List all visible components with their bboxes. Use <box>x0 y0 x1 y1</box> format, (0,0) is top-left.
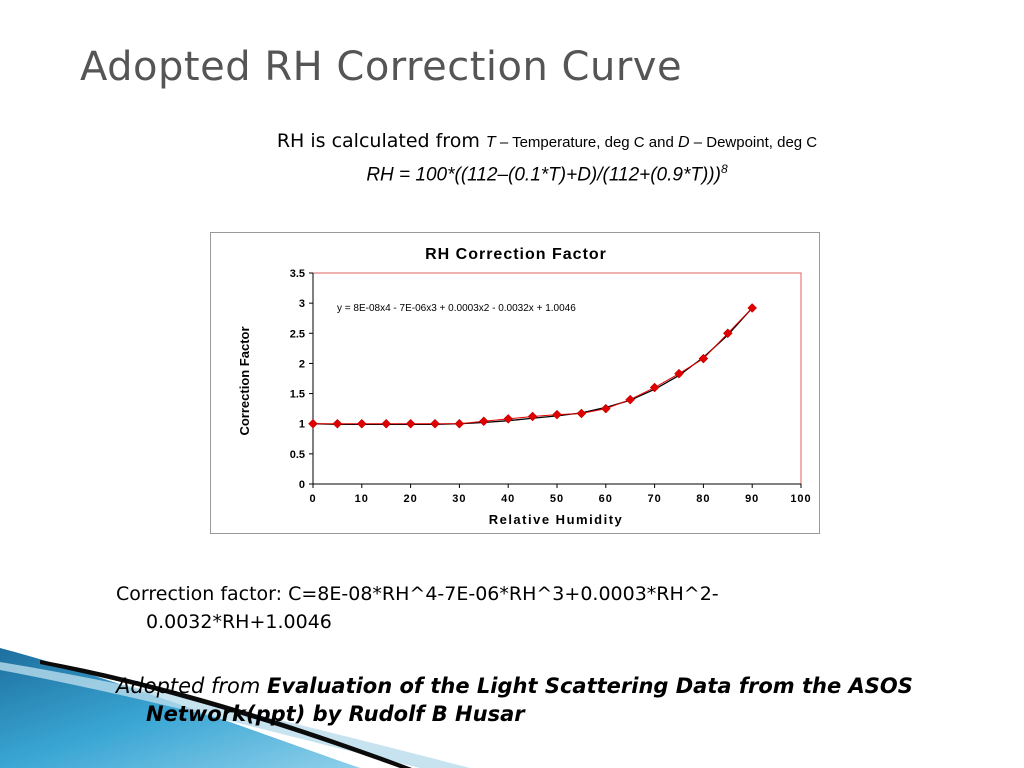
chart-y-axis-label: Correction Factor <box>237 326 252 435</box>
correction-factor-line1: Correction factor: C=8E-08*RH^4-7E-06*RH… <box>116 583 719 605</box>
data-series-line <box>313 307 753 425</box>
data-point <box>430 418 440 429</box>
data-point <box>600 403 611 414</box>
x-tick-label: 60 <box>599 493 613 505</box>
decorative-swoosh <box>0 648 470 768</box>
trendline-equation: y = 8E-08x4 - 7E-06x3 + 0.0003x2 - 0.003… <box>337 303 576 314</box>
data-point <box>356 418 367 429</box>
intro-t-symbol: T <box>485 134 496 151</box>
x-tick-label: 40 <box>501 493 515 505</box>
y-tick-label: 0.5 <box>290 449 305 461</box>
rh-formula: RH = 100*((112–(0.1*T)+D)/(112+(0.9*T)))… <box>0 162 1024 186</box>
y-tick-label: 1 <box>299 419 305 431</box>
x-tick-label: 80 <box>696 493 710 505</box>
intro-prefix: RH is calculated from <box>276 130 486 152</box>
y-tick-label: 2.5 <box>290 328 305 340</box>
data-point <box>405 418 416 429</box>
x-tick-label: 30 <box>452 493 466 505</box>
data-point <box>454 418 465 429</box>
data-point <box>381 418 392 429</box>
y-tick-label: 3.5 <box>290 268 305 280</box>
data-point <box>649 382 660 393</box>
x-tick-label: 10 <box>355 493 369 505</box>
adopted-source-title-line2: Network(ppt) by Rudolf B Husar <box>146 702 525 726</box>
rh-formula-exponent: 8 <box>720 162 728 176</box>
y-tick-label: 0 <box>299 479 305 491</box>
x-tick-label: 100 <box>790 493 811 505</box>
data-point <box>552 409 562 420</box>
data-point <box>503 414 514 424</box>
slide-title: Adopted RH Correction Curve <box>80 44 683 90</box>
intro-d-description: – Dewpoint, deg C <box>689 134 818 151</box>
x-tick-label: 70 <box>647 493 661 505</box>
adopted-source-title-line1: Evaluation of the Light Scattering Data … <box>267 674 913 698</box>
x-tick-label: 90 <box>745 493 759 505</box>
y-tick-label: 3 <box>299 298 305 310</box>
adopted-from-citation: Adopted from Evaluation of the Light Sca… <box>116 672 996 728</box>
trendline-series <box>312 307 753 425</box>
data-point <box>332 418 343 429</box>
data-point <box>674 368 684 379</box>
data-point <box>747 303 758 313</box>
chart-title: RH Correction Factor <box>425 246 607 263</box>
intro-t-description: – Temperature, deg C and <box>495 134 678 151</box>
chart-frame: RH Correction Factor Relative Humidity C… <box>210 232 820 534</box>
chart-x-axis-label: Relative Humidity <box>489 512 624 527</box>
y-tick-label: 2 <box>299 358 305 370</box>
data-point <box>576 408 587 419</box>
rh-correction-chart: RH Correction Factor Relative Humidity C… <box>237 246 811 527</box>
data-point <box>722 328 733 339</box>
x-tick-label: 0 <box>309 493 316 505</box>
y-tick-label: 1.5 <box>290 389 305 401</box>
correction-factor-text: Correction factor: C=8E-08*RH^4-7E-06*RH… <box>116 580 936 636</box>
adopted-prefix: Adopted from <box>116 674 268 698</box>
data-point <box>625 394 636 405</box>
rh-formula-text: RH = 100*((112–(0.1*T)+D)/(112+(0.9*T))) <box>366 164 721 186</box>
x-tick-label: 50 <box>550 493 564 505</box>
x-tick-label: 20 <box>403 493 417 505</box>
data-point <box>698 353 709 364</box>
correction-factor-line2: 0.0032*RH+1.0046 <box>146 611 332 633</box>
data-point <box>308 418 318 429</box>
intro-line: RH is calculated from T – Temperature, d… <box>0 130 1024 152</box>
data-point <box>478 416 489 427</box>
data-point <box>527 411 538 422</box>
intro-d-symbol: D <box>678 134 690 151</box>
